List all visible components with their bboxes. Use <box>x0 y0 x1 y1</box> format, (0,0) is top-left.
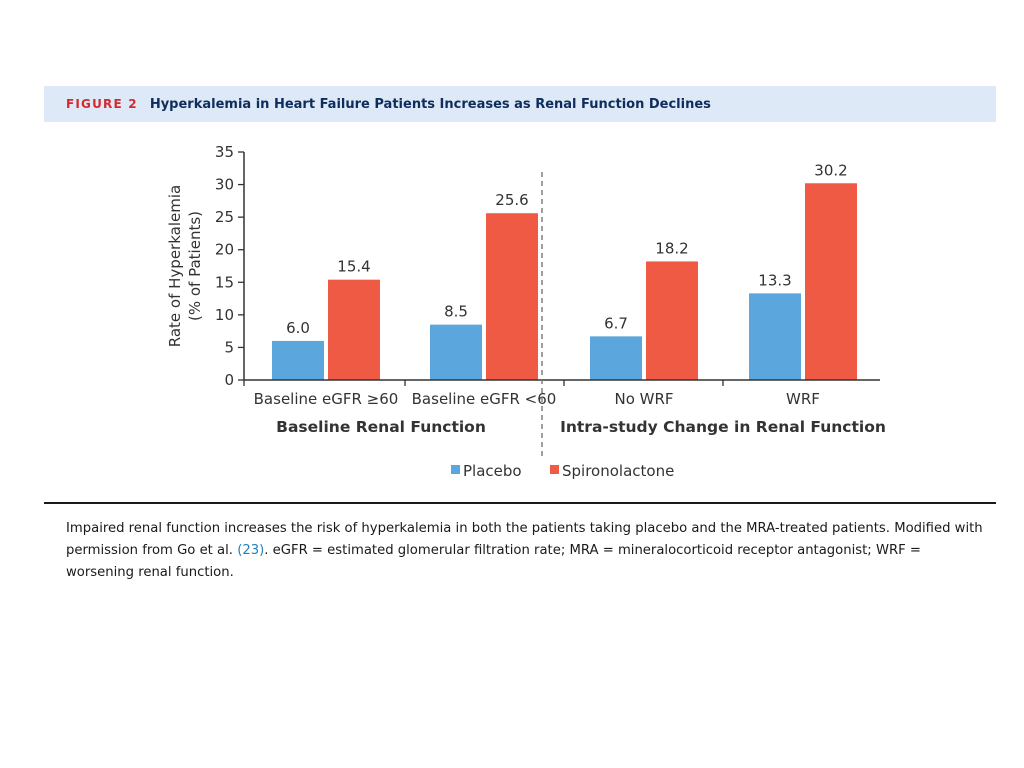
caption-text-start: Impaired renal function increases the ri… <box>66 521 983 558</box>
group-label: Baseline Renal Function <box>276 418 486 436</box>
value-label: 6.0 <box>286 319 310 337</box>
y-axis-title: Rate of Hyperkalemia <box>166 185 184 347</box>
figure-caption: Impaired renal function increases the ri… <box>66 518 986 584</box>
value-label: 13.3 <box>758 271 791 289</box>
y-tick-label: 10 <box>215 306 234 324</box>
category-label: Baseline eGFR ≥60 <box>254 390 399 408</box>
figure-label: FIGURE 2 <box>66 97 138 111</box>
bar-placebo-0 <box>272 340 324 380</box>
value-label: 6.7 <box>604 314 628 332</box>
caption-reference-link[interactable]: (23) <box>237 543 265 558</box>
figure-title: Hyperkalemia in Heart Failure Patients I… <box>149 96 711 112</box>
legend-swatch-placebo <box>451 465 460 474</box>
value-label: 18.2 <box>655 239 688 257</box>
legend-label-spironolactone: Spironolactone <box>562 462 674 480</box>
group-label: Intra-study Change in Renal Function <box>560 418 886 436</box>
caption-text-end: . eGFR = estimated glomerular filtration… <box>66 543 921 580</box>
chart: 0 5 10 15 20 25 30 35 Rate of Hyperkalemia (% of … <box>166 143 886 480</box>
value-label: 30.2 <box>814 161 847 179</box>
y-tick-label: 25 <box>215 208 234 226</box>
figure-header: FIGURE 2 Hyperkalemia in Heart Failure P… <box>44 86 996 122</box>
bar-spironolactone-2 <box>646 261 698 380</box>
value-label: 25.6 <box>495 191 528 209</box>
y-tick-label: 15 <box>215 273 234 291</box>
value-label: 8.5 <box>444 303 468 321</box>
bar-placebo-3 <box>749 293 801 380</box>
y-tick-label: 20 <box>215 241 234 259</box>
y-tick-label: 30 <box>215 176 234 194</box>
category-label: No WRF <box>614 390 673 408</box>
value-label: 15.4 <box>337 258 370 276</box>
y-axis-title: (% of Patients) <box>186 211 204 321</box>
legend-swatch-spironolactone <box>550 465 559 474</box>
category-label: WRF <box>786 390 820 408</box>
bar-spironolactone-3 <box>805 183 857 380</box>
y-tick-label: 5 <box>224 338 234 356</box>
y-tick-label: 0 <box>224 371 234 389</box>
legend-label-placebo: Placebo <box>463 462 522 480</box>
bar-spironolactone-1 <box>486 213 538 380</box>
category-label: Baseline eGFR <60 <box>412 390 557 408</box>
bar-spironolactone-0 <box>328 279 380 380</box>
caption-divider <box>44 502 996 504</box>
y-tick-label: 35 <box>215 143 234 161</box>
bar-placebo-2 <box>590 336 642 380</box>
bar-placebo-1 <box>430 324 482 380</box>
